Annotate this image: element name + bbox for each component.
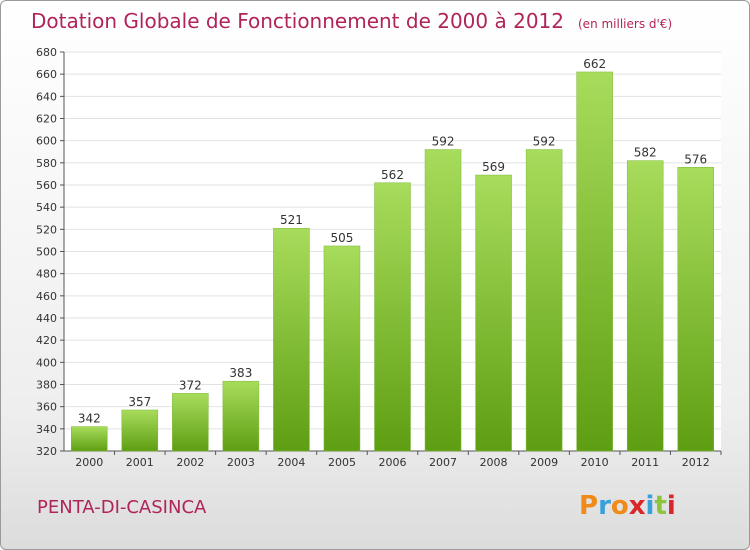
y-tick-label: 400 [36,356,57,369]
data-label-2006: 562 [381,168,404,182]
y-tick-label: 680 [36,46,57,59]
bar-2011 [626,160,664,452]
bar-2000 [71,426,108,452]
x-tick-label-2004: 2004 [277,456,305,469]
data-label-2002: 372 [179,378,202,392]
bar-2005 [323,245,361,452]
y-tick-label: 580 [36,157,57,170]
x-tick-label-2001: 2001 [126,456,154,469]
y-tick-label: 540 [36,201,57,214]
commune-name: PENTA-DI-CASINCA [37,497,207,518]
bar-chart: 320 340 360 380 400 420 440 460 480 500 520 540 560 5… [36,46,722,469]
y-tick-label: 460 [36,290,57,303]
y-tick-label: 480 [36,268,57,281]
data-labels: 342 357 372 383 521 505 562 592 569 592 662 582 576 [78,57,707,426]
x-tick-label-2007: 2007 [429,456,457,469]
bar-2008 [475,174,512,452]
bar-2010 [576,71,613,452]
logo-letter: P [579,491,599,521]
y-tick-label: 560 [36,179,57,192]
y-tick-label: 340 [36,423,57,436]
x-tick-label-2009: 2009 [530,456,558,469]
bar-2009 [525,149,563,452]
y-tick-label: 640 [36,90,57,103]
bar-2006 [374,182,411,452]
y-tick-label: 440 [36,312,57,325]
y-tick-label: 600 [36,135,57,148]
data-label-2003: 383 [229,366,252,380]
y-tick-label: 420 [36,334,57,347]
data-label-2007: 592 [432,135,455,149]
data-label-2011: 582 [634,146,657,160]
logo-letter: x [628,491,646,521]
data-label-2012: 576 [684,152,707,166]
logo-letter: r [598,491,611,521]
bar-2004 [273,227,310,452]
x-tick-label-2002: 2002 [176,456,204,469]
logo-letter: i [645,491,655,521]
chart-title: Dotation Globale de Fonctionnement de 20… [31,9,564,33]
x-tick-label-2008: 2008 [480,456,508,469]
y-tick-label: 520 [36,223,57,236]
logo-letter: t [654,491,667,521]
logo-letter: i [666,491,676,521]
data-label-2004: 521 [280,213,303,227]
data-label-2000: 342 [78,412,101,426]
x-tick-label-2006: 2006 [379,456,407,469]
axes: 320 340 360 380 400 420 440 460 480 500 520 540 560 5… [36,46,722,469]
chart-title-block: Dotation Globale de Fonctionnement de 20… [31,9,672,33]
x-tick-label-2003: 2003 [227,456,255,469]
data-label-2009: 592 [533,135,556,149]
proxiti-logo[interactable]: Proxiti [579,491,676,521]
y-tick-label: 360 [36,401,57,414]
bar-2002 [172,393,209,452]
y-tick-label: 380 [36,379,57,392]
y-tick-label: 620 [36,113,57,126]
data-label-2008: 569 [482,160,505,174]
y-tick-label: 500 [36,246,57,259]
bar-2012 [677,167,714,452]
bar-2001 [121,409,159,452]
x-tick-label-2012: 2012 [682,456,710,469]
bars [71,71,714,452]
y-tick-label: 660 [36,68,57,81]
data-label-2001: 357 [128,395,151,409]
data-label-2005: 505 [331,231,354,245]
logo-letter: o [610,491,629,521]
bar-2007 [424,149,462,452]
y-tick-label: 320 [36,445,57,458]
x-tick-label-2011: 2011 [631,456,659,469]
data-label-2010: 662 [583,57,606,71]
x-tick-label-2000: 2000 [75,456,103,469]
bar-2003 [222,380,260,452]
x-tick-label-2010: 2010 [581,456,609,469]
chart-subtitle: (en milliers d'€) [578,17,673,31]
x-tick-label-2005: 2005 [328,456,356,469]
